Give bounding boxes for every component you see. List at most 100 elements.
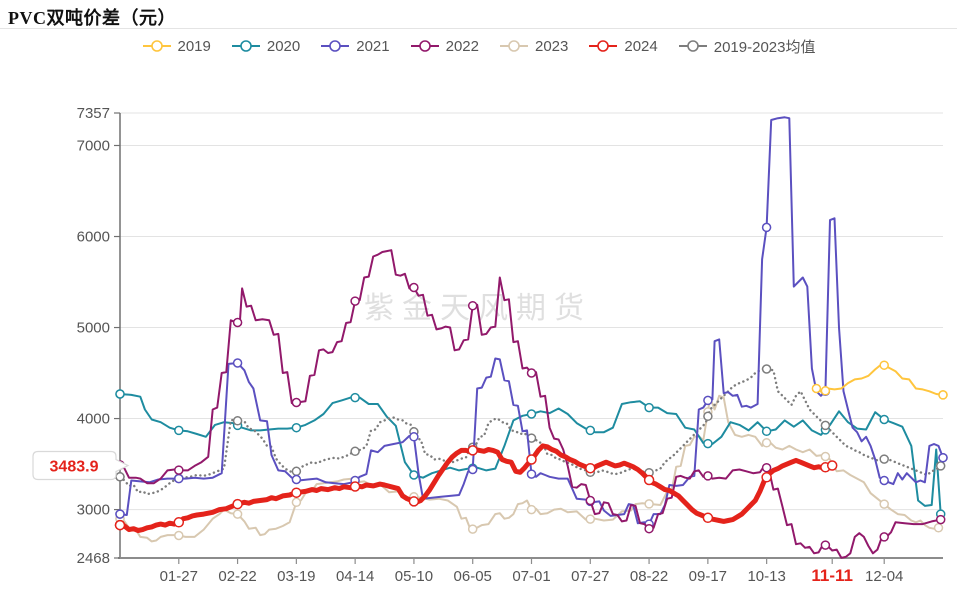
series-marker-2020 (409, 470, 419, 480)
series-marker-2021 (232, 358, 243, 368)
series-line-2022[interactable] (119, 249, 942, 559)
series-marker-2023 (644, 499, 654, 509)
latest-value-badge (32, 450, 130, 481)
x-tick-label: 10-13 (747, 568, 785, 585)
series-marker-avg (935, 461, 946, 471)
series-line-2024[interactable] (117, 443, 835, 533)
series-marker-2023 (291, 497, 302, 508)
series-marker-2021 (291, 474, 302, 485)
y-tick-label: 7000 (77, 137, 110, 154)
series-marker-2021 (938, 452, 948, 463)
series-marker-2024 (291, 487, 302, 498)
legend-line-icon (589, 40, 618, 52)
legend-label: 2022 (445, 37, 479, 55)
series-marker-avg (879, 454, 889, 464)
legend: 2019 2020 2021 2022 2023 2024 2019-2023均值 (0, 34, 957, 58)
x-tick-label: 04-14 (336, 568, 374, 585)
series-marker-2020 (703, 438, 713, 449)
series-marker-2020 (115, 389, 125, 399)
series-marker-2021 (526, 469, 537, 479)
y-tick-label: 4000 (77, 411, 110, 428)
series-marker-2024 (408, 496, 420, 507)
x-tick-label-latest: 11-11 (811, 566, 853, 585)
legend-label: 2019 (177, 37, 211, 55)
series-marker-2020 (291, 422, 302, 433)
series-marker-2021 (115, 509, 125, 519)
series-marker-avg (350, 446, 360, 457)
series-marker-2019 (879, 360, 889, 370)
y-tick-label: 7357 (77, 105, 110, 122)
x-tick-label: 07-01 (512, 568, 550, 585)
series-marker-2020 (174, 425, 184, 436)
legend-item-2019[interactable]: 2019 (142, 38, 211, 55)
series-marker-2019 (820, 386, 831, 396)
series-marker-2019 (811, 383, 822, 394)
series-marker-avg (761, 364, 772, 374)
series-marker-2022 (174, 465, 184, 475)
latest-value-text: 3483.9 (50, 459, 99, 476)
series-marker-2021 (174, 473, 184, 484)
x-tick-label: 09-17 (689, 568, 727, 585)
legend-item-2024[interactable]: 2024 (588, 38, 658, 55)
legend-label: 2023 (535, 37, 569, 55)
series-marker-2024 (173, 517, 185, 528)
series-marker-2023 (820, 451, 831, 462)
legend-item-2021[interactable]: 2021 (320, 37, 390, 55)
series-marker-2022 (232, 317, 243, 328)
x-tick-label: 03-19 (277, 568, 315, 585)
series-marker-2023 (467, 524, 478, 534)
y-tick-label: 3000 (77, 502, 110, 519)
series-marker-2019 (938, 390, 948, 400)
series-marker-2020 (350, 392, 360, 403)
series-marker-2023 (174, 530, 184, 541)
series-marker-2021 (761, 222, 772, 233)
series-marker-avg (232, 416, 243, 426)
series-marker-2022 (935, 514, 946, 525)
series-marker-2024 (232, 498, 243, 510)
legend-line-icon (500, 40, 528, 52)
legend-line-icon (321, 40, 350, 52)
series-marker-2020 (644, 402, 654, 413)
x-tick-label: 07-27 (571, 568, 609, 585)
series-marker-2022 (585, 495, 596, 506)
legend-item-2020[interactable]: 2020 (231, 38, 300, 55)
series-marker-2023 (585, 514, 596, 524)
series-marker-avg (820, 420, 831, 431)
series-marker-2024 (702, 512, 714, 524)
series-marker-2024 (467, 445, 478, 456)
y-tick-label: 2468 (77, 550, 110, 567)
series-marker-2021 (703, 395, 713, 406)
series-line-2023[interactable] (119, 394, 940, 543)
series-marker-2020 (526, 409, 537, 419)
series-marker-2021 (409, 432, 419, 442)
legend-label: 2020 (266, 37, 301, 55)
y-tick-label: 6000 (77, 229, 110, 246)
legend-item-avg[interactable]: 2019-2023均值 (678, 36, 816, 57)
legend-item-2022[interactable]: 2022 (410, 38, 479, 55)
series-marker-2022 (703, 471, 713, 481)
series-marker-2023 (761, 438, 772, 448)
x-tick-label: 06-05 (454, 568, 492, 585)
series-marker-2024 (526, 454, 537, 465)
x-tick-label: 12-04 (865, 568, 903, 585)
series-marker-2020 (761, 426, 772, 437)
title-divider (0, 28, 957, 29)
legend-label: 2021 (356, 37, 390, 55)
series-marker-2023 (232, 509, 243, 519)
series-marker-2021 (467, 464, 478, 475)
series-marker-2020 (879, 414, 889, 425)
series-marker-avg (115, 472, 125, 482)
series-marker-2024 (114, 519, 126, 531)
series-marker-2020 (585, 425, 596, 436)
series-marker-2023 (879, 499, 889, 509)
series-marker-2024 (643, 474, 655, 486)
series-marker-avg (703, 411, 713, 422)
series-line-avg[interactable] (118, 367, 942, 496)
series-marker-2022 (350, 296, 360, 306)
legend-label: 2019-2023均值 (713, 38, 816, 56)
series-line-2019[interactable] (815, 362, 944, 396)
y-tick-label: 5000 (77, 320, 110, 337)
legend-item-2023[interactable]: 2023 (499, 38, 568, 55)
